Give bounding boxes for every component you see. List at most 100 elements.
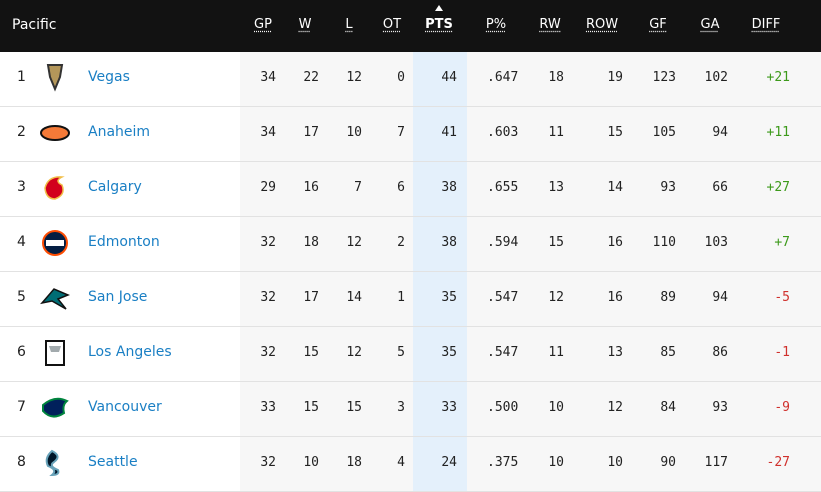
team-cell-bg: [0, 382, 240, 436]
pts-highlight: [413, 52, 467, 106]
rank: 3: [17, 179, 26, 195]
stat-cell: .603: [487, 125, 519, 140]
stat-cell: 94: [712, 290, 728, 305]
stat-cell: 4: [397, 455, 405, 470]
rank: 5: [17, 289, 26, 305]
stat-cell: 33: [260, 400, 276, 415]
stat-cell: 10: [548, 455, 564, 470]
team-cell-bg: [0, 107, 240, 161]
rank: 6: [17, 344, 26, 360]
stat-cell: +11: [766, 125, 790, 140]
stat-cell: 19: [607, 70, 623, 85]
team-logo: [40, 288, 70, 310]
column-header[interactable]: W: [298, 17, 312, 32]
rank: 2: [17, 124, 26, 140]
column-header[interactable]: ROW: [585, 17, 619, 32]
stat-cell: -27: [766, 455, 790, 470]
team-name[interactable]: Edmonton: [88, 234, 160, 250]
pts-highlight: [413, 107, 467, 161]
stat-cell: .594: [487, 235, 519, 250]
stat-cell: 35: [441, 290, 457, 305]
stat-cell: 12: [346, 345, 362, 360]
team-name[interactable]: Vancouver: [88, 399, 162, 415]
column-header[interactable]: GF: [649, 17, 667, 32]
stat-cell: 15: [303, 400, 319, 415]
stat-cell: 29: [260, 180, 276, 195]
column-header[interactable]: L: [345, 17, 353, 32]
stat-cell: 44: [441, 70, 457, 85]
stat-cell: -9: [774, 400, 790, 415]
team-name[interactable]: Calgary: [88, 179, 142, 195]
stat-cell: 14: [607, 180, 623, 195]
team-cell-bg: [0, 162, 240, 216]
stat-cell: +21: [766, 70, 790, 85]
stat-cell: 16: [607, 290, 623, 305]
rank: 8: [17, 454, 26, 470]
stat-cell: 7: [397, 125, 405, 140]
stat-cell: 117: [704, 455, 728, 470]
stat-cell: 33: [441, 400, 457, 415]
column-header[interactable]: DIFF: [751, 17, 781, 32]
stat-cell: 17: [303, 125, 319, 140]
team-name[interactable]: Anaheim: [88, 124, 151, 140]
stat-cell: .647: [487, 70, 519, 85]
team-name[interactable]: Vegas: [88, 69, 130, 85]
stat-cell: 94: [712, 125, 728, 140]
stat-cell: 15: [607, 125, 623, 140]
stat-cell: +7: [774, 235, 790, 250]
column-header[interactable]: PTS: [425, 17, 453, 32]
rank: 1: [17, 69, 26, 85]
team-cell-bg: [0, 327, 240, 381]
stat-cell: 38: [441, 235, 457, 250]
stat-cell: 123: [652, 70, 676, 85]
stat-cell: 13: [607, 345, 623, 360]
stat-cell: .500: [487, 400, 519, 415]
team-logo: [45, 449, 60, 477]
team-cell-bg: [0, 52, 240, 106]
stat-cell: 10: [303, 455, 319, 470]
team-name[interactable]: Los Angeles: [88, 344, 172, 360]
stat-cell: 90: [660, 455, 676, 470]
stat-cell: 11: [548, 125, 564, 140]
stat-cell: 34: [260, 125, 276, 140]
stat-cell: -5: [774, 290, 790, 305]
team-logo: [40, 125, 70, 141]
table-row: 4 Edmonton 32 18 12 2 38 .594 15 16 110 103 +7: [0, 217, 821, 272]
table-row: 7 Vancouver 33 15 15 3 33.500 10 12 84 93 -9: [0, 382, 821, 437]
stat-cell: .655: [487, 180, 519, 195]
column-header[interactable]: RW: [539, 17, 561, 32]
team-cell-bg: [0, 437, 240, 491]
team-name[interactable]: San Jose: [88, 289, 148, 305]
table-row: 6 Los Angeles 32 15 12 5 35 .547 11 13 85 86 -1: [0, 327, 821, 382]
stat-cell: 14: [346, 290, 362, 305]
table-row: 1 Vegas 34 22 12 0 44 .647 18 19 123 102 +21: [0, 52, 821, 107]
stat-cell: 18: [346, 455, 362, 470]
header-bar: Pacific GP W L OT PTS P% RW ROW GF GA DIFF: [0, 0, 821, 52]
stat-cell: 10: [346, 125, 362, 140]
stat-cell: .547: [487, 290, 519, 305]
stat-cell: 5: [397, 345, 405, 360]
stat-cell: 32: [260, 455, 276, 470]
stat-cell: 24: [441, 455, 457, 470]
column-header[interactable]: GP: [254, 17, 272, 32]
team-name[interactable]: Seattle: [88, 454, 138, 470]
column-header[interactable]: P%: [485, 17, 507, 32]
stat-cell: 32: [260, 290, 276, 305]
stat-cell: 18: [548, 70, 564, 85]
stat-cell: 3: [397, 400, 405, 415]
table-row: 5 San Jose 32 17 14 1 35 .547 12 16 89 94 -5: [0, 272, 821, 327]
column-header[interactable]: GA: [700, 17, 720, 32]
stat-cell: 32: [260, 235, 276, 250]
stat-cell: 103: [704, 235, 728, 250]
stat-cell: 2: [397, 235, 405, 250]
team-cell-bg: [0, 272, 240, 326]
stat-cell: +27: [766, 180, 790, 195]
rank: 4: [17, 234, 26, 250]
stat-cell: 93: [712, 400, 728, 415]
team-logo: [42, 230, 68, 256]
stat-cell: 0: [397, 70, 405, 85]
rank: 7: [17, 399, 26, 415]
column-header[interactable]: OT: [382, 17, 402, 32]
stat-cell: 17: [303, 290, 319, 305]
